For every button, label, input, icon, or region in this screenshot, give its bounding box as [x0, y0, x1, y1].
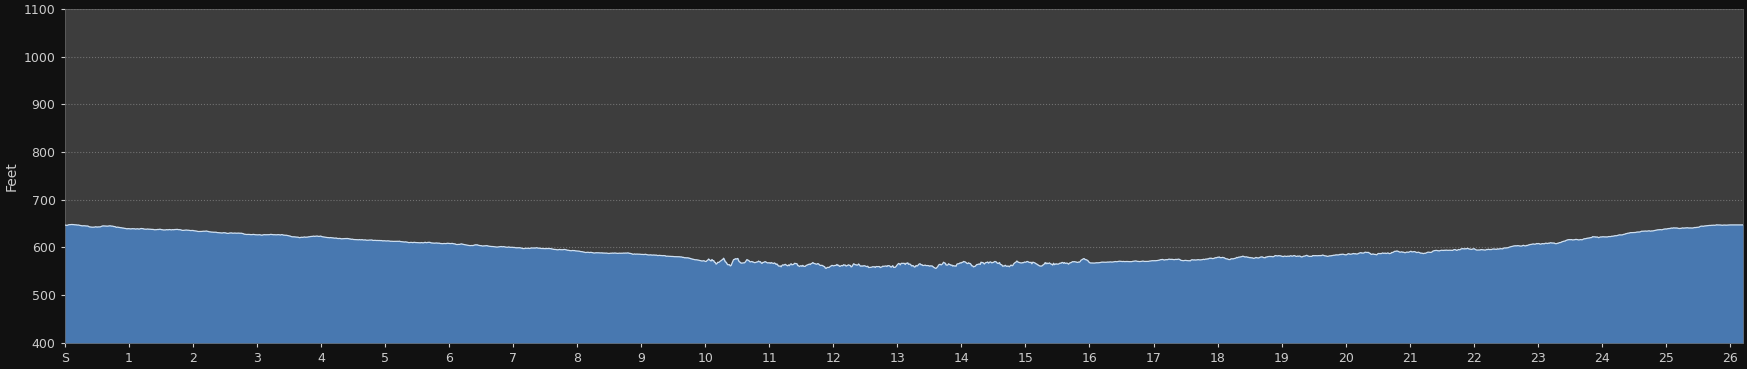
- Y-axis label: Feet: Feet: [3, 161, 17, 191]
